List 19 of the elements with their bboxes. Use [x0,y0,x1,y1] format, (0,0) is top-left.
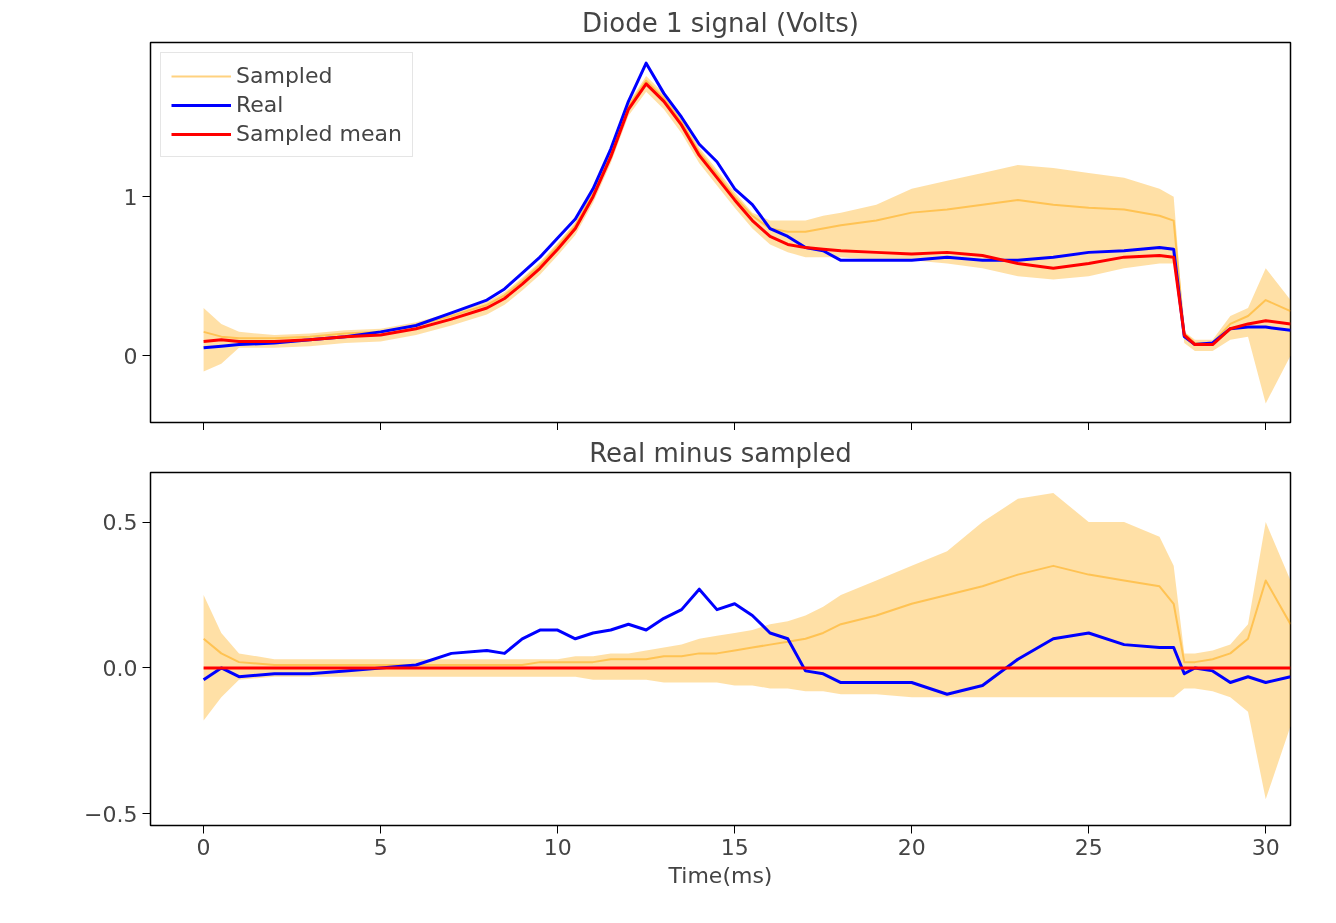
line-series [202,587,1291,696]
x-tick-label: 10 [543,834,572,860]
y-tick-label: 0 [123,343,138,369]
y-tick-label: 0.0 [102,655,138,681]
y-tick-label: −0.5 [84,801,138,827]
legend-label: Real [236,92,284,117]
chart-title: Diode 1 signal (Volts) [582,7,859,38]
x-axis-title: Time(ms) [667,862,773,888]
legend-label: Sampled mean [236,121,402,146]
y-tick-label: 0.5 [102,510,138,536]
chart-title: Real minus sampled [589,437,852,468]
x-tick-label: 25 [1074,834,1103,860]
x-tick-label: 0 [196,834,211,860]
x-tick-label: 30 [1251,834,1280,860]
x-tick-label: 5 [373,834,388,860]
x-tick-label: 15 [720,834,749,860]
x-tick-label: 20 [897,834,926,860]
y-tick-label: 1 [123,184,138,210]
legend-label: Sampled [236,63,333,88]
